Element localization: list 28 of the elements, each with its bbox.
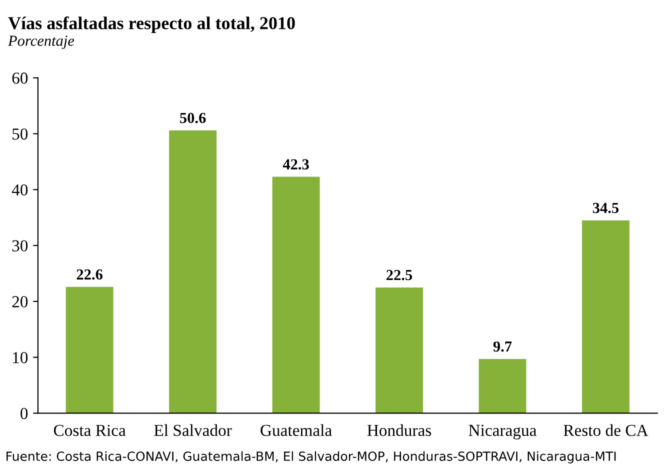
data-label: 50.6 [180,112,206,124]
chart-title: Vías asfaltadas respecto al total, 2010 [8,16,295,33]
y-tick-label: 20 [12,296,28,308]
data-label: 34.5 [592,202,619,214]
bar [582,220,630,414]
x-tick-label: Costa Rica [54,424,126,436]
data-label: 9.7 [493,341,512,352]
data-label: 22.6 [76,269,102,280]
x-tick-label: Resto de CA [564,424,648,436]
bar [272,176,320,414]
bar [66,286,114,414]
x-tick-label: Nicaragua [468,424,537,440]
x-tick-label: El Salvador [154,424,232,436]
y-tick-label: 40 [12,184,28,196]
x-tick-label: Honduras [367,424,432,436]
y-tick-label: 10 [13,352,28,364]
y-tick-label: 50 [12,128,28,140]
chart-subtitle: Porcentaje [8,36,74,50]
bar [478,358,526,414]
bar [169,130,217,414]
data-label: 22.5 [386,270,412,280]
source-note: Fuente: Costa Rica-CONAVI, Guatemala-BM, El Salvador-MOP, Honduras-SOPTRAVI, Nicaragua-MTI [6,451,616,464]
bar [376,287,424,414]
x-tick-label: Guatemala [260,424,332,436]
y-tick-label: 60 [12,72,28,84]
y-tick-label: 0 [20,408,28,420]
data-label: 42.3 [282,159,309,170]
y-tick-label: 30 [12,240,28,252]
